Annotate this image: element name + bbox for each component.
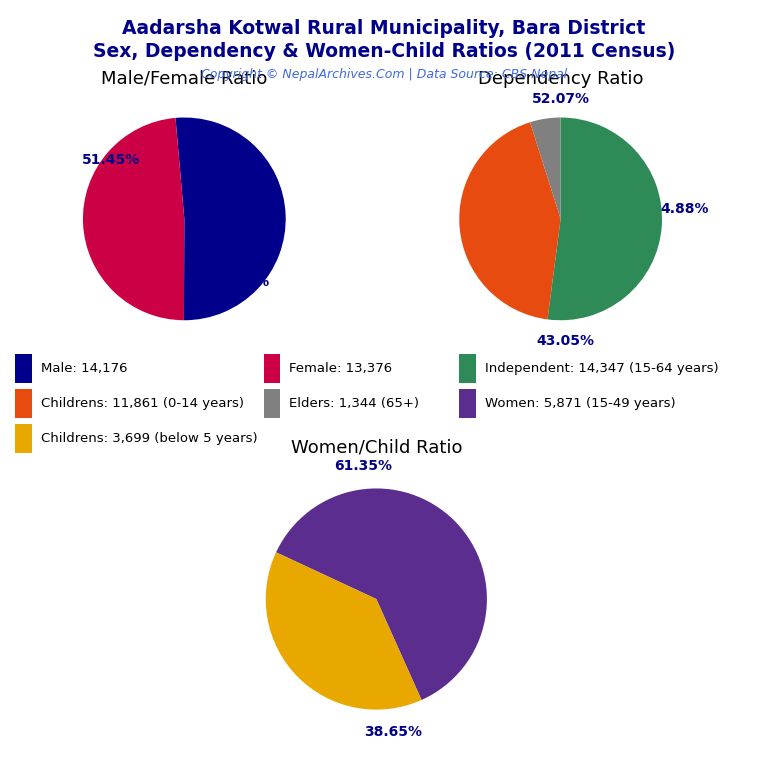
Bar (263, 389, 280, 418)
Text: 51.45%: 51.45% (82, 153, 141, 167)
Wedge shape (530, 118, 561, 219)
Text: Childrens: 3,699 (below 5 years): Childrens: 3,699 (below 5 years) (41, 432, 257, 445)
Wedge shape (83, 118, 184, 320)
Text: 48.55%: 48.55% (211, 275, 270, 289)
Text: 38.65%: 38.65% (364, 725, 422, 739)
Wedge shape (548, 118, 662, 320)
Bar (15, 425, 31, 453)
Wedge shape (276, 488, 487, 700)
Text: Women: 5,871 (15-49 years): Women: 5,871 (15-49 years) (485, 397, 676, 410)
Wedge shape (175, 118, 286, 320)
Text: Elders: 1,344 (65+): Elders: 1,344 (65+) (290, 397, 419, 410)
Bar (263, 354, 280, 383)
Text: 43.05%: 43.05% (537, 333, 594, 348)
Text: Male: 14,176: Male: 14,176 (41, 362, 127, 375)
Wedge shape (266, 552, 422, 710)
Text: Female: 13,376: Female: 13,376 (290, 362, 392, 375)
Text: 4.88%: 4.88% (660, 202, 709, 216)
Title: Women/Child Ratio: Women/Child Ratio (290, 439, 462, 456)
Text: 61.35%: 61.35% (334, 459, 392, 473)
Bar (459, 389, 476, 418)
Text: Childrens: 11,861 (0-14 years): Childrens: 11,861 (0-14 years) (41, 397, 243, 410)
Text: Sex, Dependency & Women-Child Ratios (2011 Census): Sex, Dependency & Women-Child Ratios (20… (93, 42, 675, 61)
Title: Male/Female Ratio: Male/Female Ratio (101, 70, 267, 88)
Text: Copyright © NepalArchives.Com | Data Source: CBS Nepal: Copyright © NepalArchives.Com | Data Sou… (201, 68, 567, 81)
Title: Dependency Ratio: Dependency Ratio (478, 70, 644, 88)
Bar (459, 354, 476, 383)
Text: Independent: 14,347 (15-64 years): Independent: 14,347 (15-64 years) (485, 362, 719, 375)
Bar (15, 389, 31, 418)
Bar (15, 354, 31, 383)
Text: 52.07%: 52.07% (531, 92, 590, 106)
Text: Aadarsha Kotwal Rural Municipality, Bara District: Aadarsha Kotwal Rural Municipality, Bara… (122, 19, 646, 38)
Wedge shape (459, 122, 561, 319)
